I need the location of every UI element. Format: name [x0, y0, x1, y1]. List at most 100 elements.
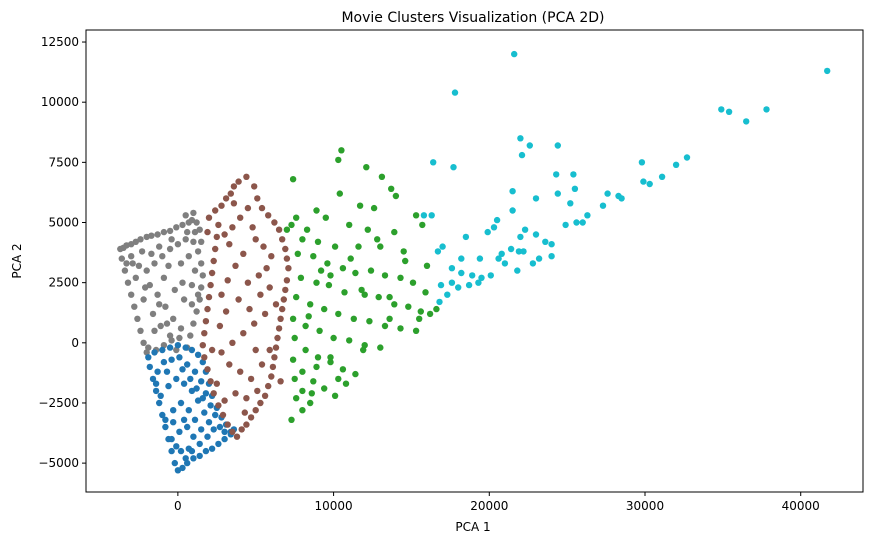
data-point-cluster-3 — [381, 272, 389, 279]
y-tick-label: −5000 — [38, 456, 79, 470]
data-point-cluster-2 — [208, 346, 216, 354]
data-point-cluster-0 — [140, 296, 147, 303]
data-point-cluster-2 — [238, 426, 245, 433]
data-point-cluster-0 — [170, 315, 177, 322]
data-point-cluster-1 — [185, 407, 192, 414]
data-point-cluster-1 — [184, 361, 191, 368]
data-point-cluster-1 — [221, 435, 228, 443]
data-point-cluster-3 — [294, 250, 301, 257]
x-tick-label: 30000 — [626, 499, 664, 513]
data-point-cluster-2 — [251, 320, 258, 327]
data-point-cluster-4 — [529, 260, 537, 267]
data-point-cluster-4 — [511, 50, 518, 58]
data-point-cluster-0 — [129, 260, 136, 267]
data-point-cluster-4 — [428, 212, 435, 219]
data-point-cluster-1 — [170, 419, 177, 426]
data-point-cluster-1 — [156, 399, 163, 407]
data-point-cluster-2 — [230, 200, 238, 207]
data-point-cluster-3 — [327, 272, 334, 279]
data-point-cluster-4 — [521, 226, 529, 233]
data-point-cluster-1 — [170, 407, 177, 414]
data-point-cluster-2 — [227, 190, 234, 197]
data-point-cluster-1 — [151, 349, 158, 356]
data-point-cluster-2 — [261, 310, 269, 318]
data-point-cluster-0 — [148, 250, 155, 257]
data-point-cluster-2 — [232, 262, 239, 269]
data-point-cluster-4 — [495, 255, 502, 262]
data-point-cluster-3 — [299, 236, 306, 243]
data-point-cluster-2 — [261, 392, 269, 399]
data-point-cluster-4 — [743, 118, 750, 125]
data-point-cluster-2 — [265, 212, 272, 219]
data-point-cluster-2 — [255, 272, 262, 279]
data-point-cluster-1 — [166, 344, 174, 351]
data-point-cluster-0 — [185, 253, 192, 260]
data-point-cluster-4 — [571, 185, 579, 192]
data-point-cluster-3 — [342, 380, 350, 387]
data-point-cluster-4 — [570, 171, 577, 178]
data-point-cluster-1 — [191, 368, 199, 375]
data-point-cluster-4 — [436, 298, 443, 306]
data-point-cluster-0 — [137, 236, 144, 243]
data-point-cluster-3 — [423, 262, 431, 269]
data-point-cluster-3 — [422, 289, 429, 296]
data-point-cluster-4 — [515, 248, 523, 255]
data-point-cluster-4 — [484, 228, 491, 236]
data-point-cluster-0 — [156, 243, 163, 250]
data-point-cluster-3 — [402, 257, 409, 265]
data-point-cluster-4 — [498, 250, 505, 257]
data-point-cluster-3 — [412, 212, 420, 219]
data-point-cluster-2 — [230, 183, 238, 190]
data-point-cluster-0 — [193, 308, 200, 315]
data-point-cluster-0 — [199, 272, 206, 279]
data-point-cluster-4 — [548, 241, 555, 248]
data-point-cluster-3 — [355, 243, 362, 250]
data-point-cluster-3 — [419, 221, 426, 229]
data-point-cluster-0 — [151, 260, 158, 267]
data-point-cluster-4 — [584, 212, 591, 219]
data-point-cluster-2 — [204, 366, 211, 373]
data-point-cluster-2 — [233, 433, 241, 440]
data-point-cluster-2 — [252, 346, 259, 354]
plot-area-frame — [85, 29, 864, 493]
data-point-cluster-2 — [275, 325, 283, 332]
data-point-cluster-3 — [327, 354, 334, 361]
data-point-cluster-1 — [199, 358, 206, 366]
data-point-cluster-2 — [215, 221, 222, 229]
data-point-cluster-4 — [532, 231, 540, 238]
data-point-cluster-3 — [386, 293, 393, 301]
data-point-cluster-4 — [579, 219, 586, 226]
data-point-cluster-2 — [257, 291, 264, 298]
data-point-cluster-0 — [154, 231, 161, 238]
data-point-cluster-1 — [168, 356, 175, 363]
points-layer — [117, 50, 831, 474]
data-point-cluster-3 — [397, 325, 404, 332]
data-point-cluster-2 — [240, 330, 247, 337]
data-point-cluster-1 — [171, 459, 178, 467]
data-point-cluster-1 — [196, 440, 203, 448]
data-point-cluster-3 — [302, 346, 309, 354]
data-point-cluster-1 — [157, 392, 164, 399]
data-point-cluster-2 — [235, 296, 242, 303]
data-point-cluster-3 — [358, 286, 365, 294]
data-point-cluster-0 — [177, 260, 185, 267]
data-point-cluster-0 — [191, 228, 199, 236]
data-point-cluster-1 — [152, 387, 160, 395]
data-point-cluster-4 — [455, 284, 462, 291]
data-point-cluster-0 — [140, 339, 147, 346]
data-point-cluster-3 — [321, 385, 328, 392]
data-point-cluster-2 — [252, 236, 259, 243]
data-point-cluster-4 — [458, 255, 465, 262]
data-point-cluster-2 — [201, 330, 208, 337]
data-point-cluster-3 — [331, 392, 339, 399]
data-point-cluster-1 — [201, 409, 208, 416]
data-point-cluster-2 — [218, 202, 225, 209]
data-point-cluster-4 — [640, 178, 647, 185]
data-point-cluster-2 — [272, 344, 280, 351]
data-point-cluster-3 — [361, 291, 368, 298]
data-point-cluster-3 — [327, 358, 334, 366]
data-point-cluster-3 — [336, 190, 343, 197]
data-point-cluster-1 — [208, 445, 216, 452]
data-point-cluster-1 — [174, 342, 182, 349]
data-point-cluster-0 — [196, 226, 203, 233]
